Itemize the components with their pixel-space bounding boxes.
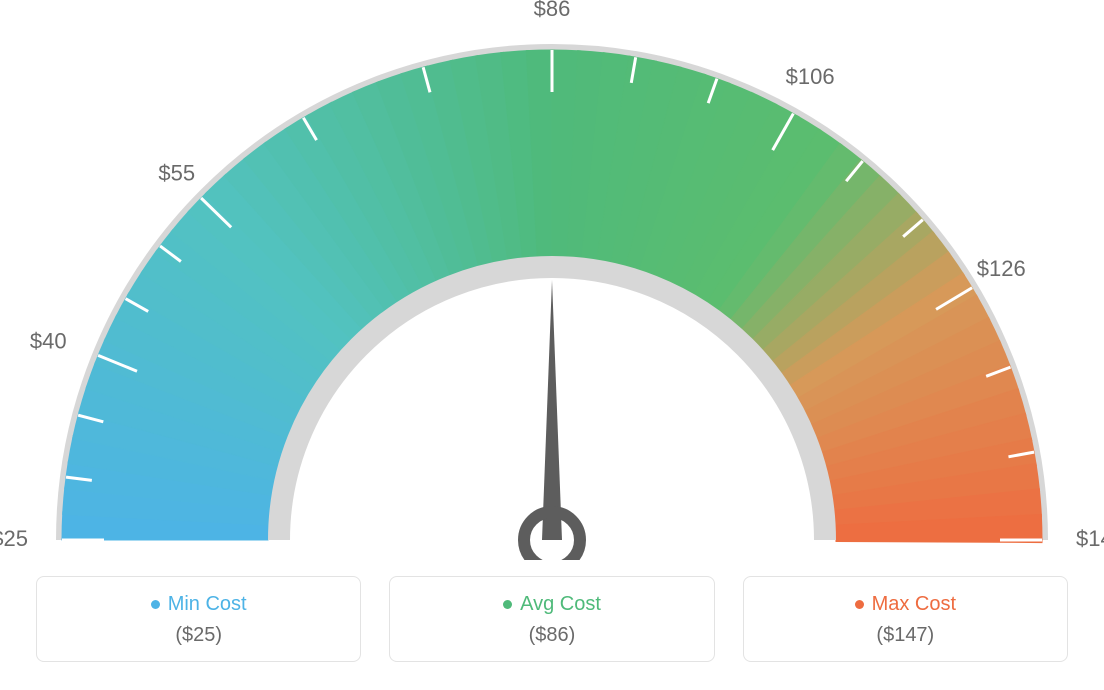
legend-title-max: Max Cost <box>872 593 956 616</box>
legend-dot-avg <box>503 600 512 609</box>
legend-dot-min <box>151 600 160 609</box>
legend-title-min: Min Cost <box>168 593 247 616</box>
svg-text:$40: $40 <box>30 329 67 354</box>
cost-gauge: $25 $40 $55 $86 $106 $126 $147 <box>0 0 1104 560</box>
legend-value-max: ($147) <box>744 624 1067 647</box>
svg-text:$86: $86 <box>534 0 571 21</box>
legend-row: Min Cost ($25) Avg Cost ($86) Max Cost (… <box>36 576 1068 662</box>
svg-text:$126: $126 <box>977 256 1026 281</box>
legend-card-avg: Avg Cost ($86) <box>389 576 714 662</box>
svg-text:$25: $25 <box>0 526 28 551</box>
svg-text:$55: $55 <box>158 160 195 185</box>
svg-text:$106: $106 <box>786 64 835 89</box>
legend-title-avg: Avg Cost <box>520 593 601 616</box>
svg-text:$147: $147 <box>1076 526 1104 551</box>
legend-value-min: ($25) <box>37 624 360 647</box>
gauge-needle <box>542 280 562 540</box>
legend-dot-max <box>855 600 864 609</box>
legend-card-max: Max Cost ($147) <box>743 576 1068 662</box>
legend-card-min: Min Cost ($25) <box>36 576 361 662</box>
legend-value-avg: ($86) <box>390 624 713 647</box>
